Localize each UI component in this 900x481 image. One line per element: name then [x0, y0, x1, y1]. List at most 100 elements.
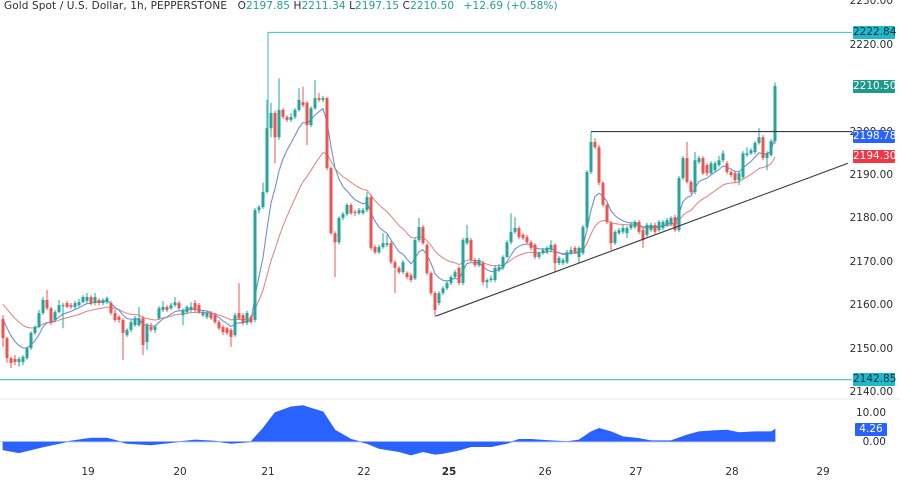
candle [597, 145, 601, 185]
candle [305, 101, 309, 146]
candle [25, 346, 29, 360]
candle [285, 115, 289, 123]
candle [81, 295, 85, 304]
price-axis-label: 2150.00 [849, 342, 893, 355]
candle [177, 300, 181, 310]
resistance-line[interactable] [267, 31, 852, 129]
candle [45, 290, 49, 310]
candlestick-series [1, 78, 777, 369]
candle [105, 296, 109, 305]
time-axis-label: 29 [816, 466, 830, 478]
candle [13, 355, 17, 366]
candle [89, 295, 93, 306]
candle [141, 316, 145, 356]
candle [117, 315, 121, 323]
candle [161, 300, 165, 313]
candle [33, 325, 37, 336]
candle [541, 247, 545, 255]
candle [269, 102, 273, 138]
candle [65, 300, 69, 309]
candle [377, 244, 381, 254]
symbol-title[interactable]: Gold Spot / U.S. Dollar, 1h, PEPPERSTONE [4, 0, 228, 12]
candle [61, 303, 65, 329]
price-axis-label: 2190.00 [849, 169, 893, 181]
candle [521, 233, 525, 241]
candle [185, 305, 189, 314]
candle [261, 182, 265, 209]
candle [713, 161, 717, 172]
candle [265, 99, 269, 194]
candle [413, 237, 417, 281]
candle [509, 213, 513, 245]
candle [429, 271, 433, 296]
candle [465, 224, 469, 245]
candle [121, 318, 125, 360]
candle [85, 293, 89, 304]
high-label: H [293, 0, 302, 12]
candle [405, 271, 409, 280]
candle [561, 257, 565, 266]
candle [189, 302, 193, 313]
price-change: +12.69 (+0.58%) [463, 0, 558, 12]
candle [241, 313, 245, 326]
candle [353, 209, 357, 217]
indicator-area [2, 405, 776, 456]
candle [93, 293, 97, 306]
low-value: 2197.15 [355, 0, 400, 12]
candle [149, 322, 153, 333]
price-tag-cyan: 2222.84 [853, 25, 897, 39]
candle [445, 280, 449, 291]
candle [9, 356, 13, 369]
candle [629, 221, 633, 231]
candle [621, 224, 625, 235]
candle [637, 220, 641, 235]
chart-drawings[interactable] [0, 31, 852, 381]
candle [281, 108, 285, 120]
candle [49, 306, 53, 326]
candle [661, 220, 665, 231]
candle [97, 298, 101, 306]
candle [441, 286, 445, 296]
candle [5, 336, 9, 363]
candle [301, 86, 305, 108]
price-tag-blue: 2198.78 [853, 130, 897, 144]
candle [169, 303, 173, 310]
candle [737, 171, 741, 185]
candle [225, 326, 229, 336]
candle [453, 270, 457, 280]
candle [697, 155, 701, 165]
candle [273, 110, 277, 164]
candle [565, 250, 569, 264]
candle [341, 211, 345, 221]
time-axis-label: 26 [538, 466, 552, 478]
candle [165, 305, 169, 313]
candle [277, 78, 281, 140]
candle [397, 266, 401, 274]
candle [525, 234, 529, 245]
candle [529, 240, 533, 251]
symbol-legend: Gold Spot / U.S. Dollar, 1h, PEPPERSTONE… [4, 0, 558, 13]
ascending-trendline[interactable] [435, 162, 849, 317]
candle [437, 291, 441, 306]
candle [757, 128, 761, 145]
candle [125, 328, 129, 337]
candle [725, 161, 729, 175]
candle [217, 319, 221, 330]
candle [213, 313, 217, 324]
candle [473, 257, 477, 268]
candle [449, 275, 453, 286]
time-axis-label: 25 [441, 466, 457, 478]
candle [729, 170, 733, 178]
price-tag-red: 2194.30 [853, 149, 897, 163]
candle [249, 315, 253, 324]
time-axis-label: 20 [173, 466, 187, 478]
candle [201, 309, 205, 317]
candle [577, 246, 581, 264]
candle [497, 263, 501, 273]
candle [29, 331, 33, 350]
candle [553, 243, 557, 273]
candle [685, 142, 689, 184]
price-axis-label: 2160.00 [849, 299, 893, 312]
